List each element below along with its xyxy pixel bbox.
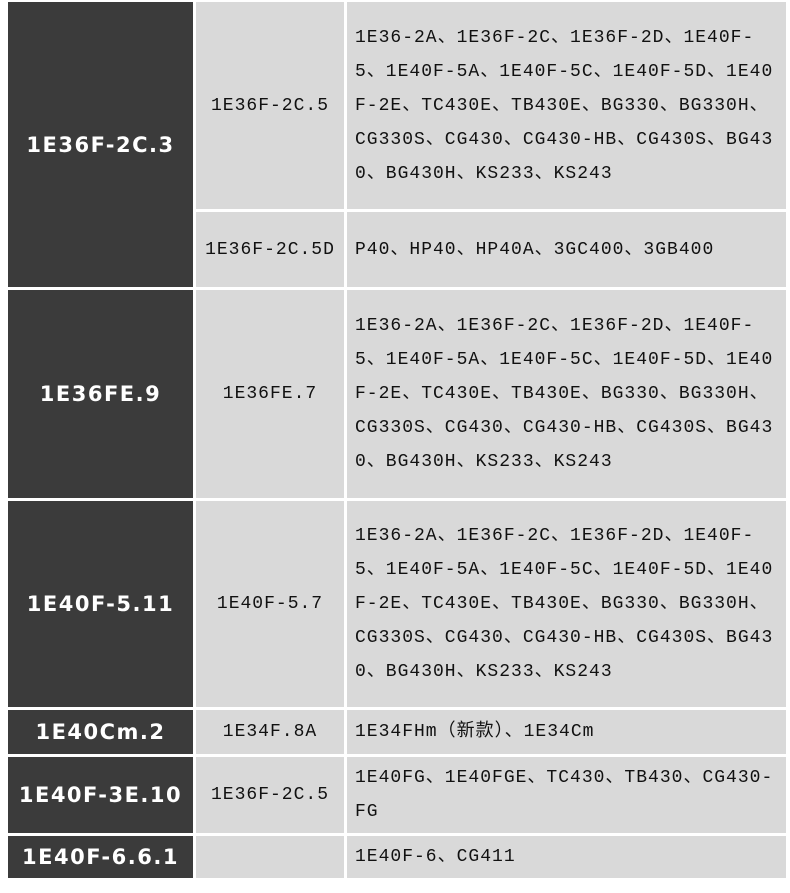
table-row: 1E36FE.9 1E36FE.7 1E36-2A、1E36F-2C、1E36F-2… [8, 290, 786, 498]
table-row: 1E36F-2C.5D P40、HP40、HP40A、3GC400、3GB400 [8, 212, 786, 287]
model-cell: 1E40Cm.2 [8, 710, 193, 754]
engine-cell: 1E36F-2C.5 [196, 2, 344, 209]
table-row: 1E40F-6.6.1 1E40F-6、CG411 [8, 836, 786, 878]
compatible-cell: 1E36-2A、1E36F-2C、1E36F-2D、1E40F-5、1E40F-… [347, 290, 786, 498]
model-cell: 1E40F-3E.10 [8, 757, 193, 833]
compatibility-table: 1E36F-2C.3 1E36F-2C.5 1E36-2A、1E36F-2C、1E3… [5, 0, 789, 881]
model-cell: 1E40F-6.6.1 [8, 836, 193, 878]
compatible-cell: 1E40F-6、CG411 [347, 836, 786, 878]
model-cell: 1E36FE.9 [8, 290, 193, 498]
engine-cell: 1E36F-2C.5D [196, 212, 344, 287]
compatible-cell: 1E34FHm（新款）、1E34Cm [347, 710, 786, 754]
table-row: 1E36F-2C.3 1E36F-2C.5 1E36-2A、1E36F-2C、1E3… [8, 2, 786, 287]
model-cell: 1E40F-5.11 [8, 501, 193, 707]
compatible-cell: P40、HP40、HP40A、3GC400、3GB400 [347, 212, 786, 287]
table-row: 1E40F-5.11 1E40F-5.7 1E36-2A、1E36F-2C、1E36… [8, 501, 786, 707]
table-row: 1E40Cm.2 1E34F.8A 1E34FHm（新款）、1E34Cm [8, 710, 786, 754]
compatible-cell: 1E36-2A、1E36F-2C、1E36F-2D、1E40F-5、1E40F-… [347, 501, 786, 707]
engine-cell [196, 836, 344, 878]
table-body: 1E36F-2C.3 1E36F-2C.5 1E36-2A、1E36F-2C、1E3… [8, 2, 786, 878]
engine-cell: 1E36FE.7 [196, 290, 344, 498]
model-cell: 1E36F-2C.3 [8, 2, 193, 287]
engine-cell: 1E34F.8A [196, 710, 344, 754]
compatible-cell: 1E40FG、1E40FGE、TC430、TB430、CG430-FG [347, 757, 786, 833]
engine-cell: 1E36F-2C.5 [196, 757, 344, 833]
compatible-cell: 1E36-2A、1E36F-2C、1E36F-2D、1E40F-5、1E40F-… [347, 2, 786, 209]
table-row: 1E40F-3E.10 1E36F-2C.5 1E40FG、1E40FGE、TC43… [8, 757, 786, 833]
engine-cell: 1E40F-5.7 [196, 501, 344, 707]
